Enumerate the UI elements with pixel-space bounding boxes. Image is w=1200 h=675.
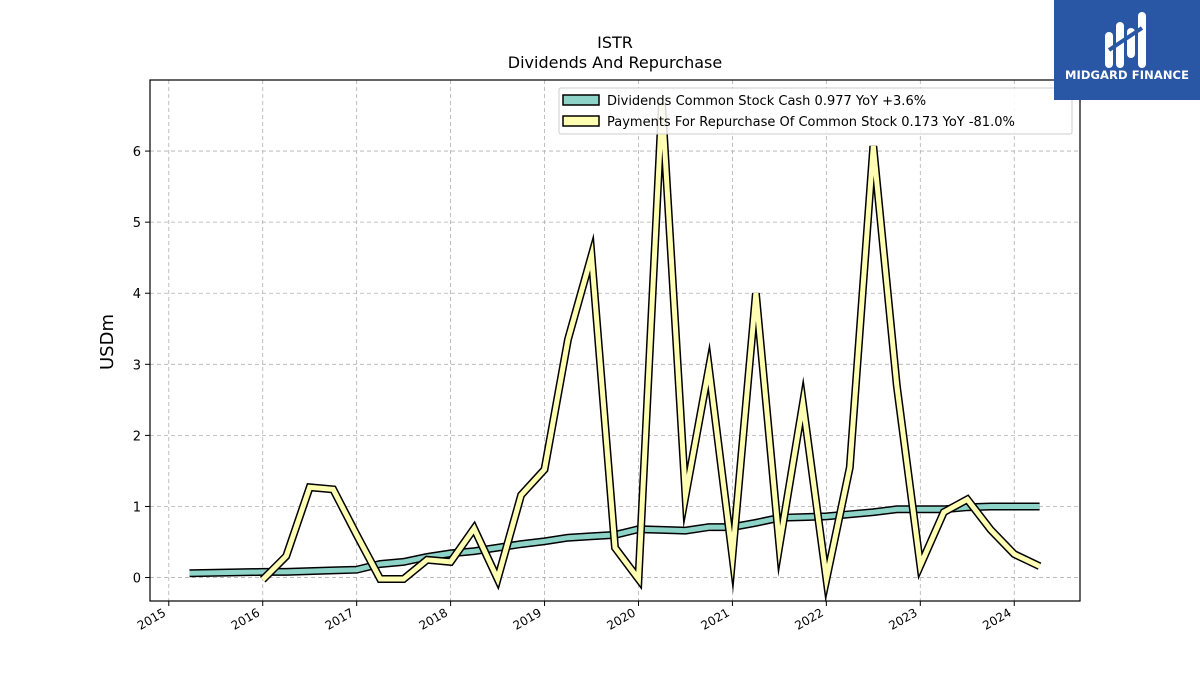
y-tick-label: 6: [133, 145, 141, 160]
x-tick-label: 2020: [605, 605, 638, 632]
x-tick-label: 2023: [886, 605, 919, 632]
chart-title: ISTR: [597, 33, 633, 52]
y-tick-label: 5: [133, 216, 141, 231]
legend-label: Dividends Common Stock Cash 0.977 YoY +3…: [607, 94, 926, 109]
x-tick-label: 2021: [698, 605, 731, 632]
series-layer: [189, 102, 1042, 603]
x-tick-label: 2022: [792, 605, 825, 632]
y-tick-label: 1: [133, 500, 141, 515]
brand-logo: MIDGARD FINANCE: [1054, 0, 1200, 100]
x-tick-label: 2018: [417, 605, 450, 632]
legend-swatch: [562, 94, 600, 106]
x-tick-label: 2017: [323, 605, 356, 632]
plot-area: [149, 79, 1081, 602]
x-tick-label: 2024: [980, 605, 1013, 632]
x-tick-label: 2019: [511, 605, 544, 632]
x-tick-label: 2015: [135, 605, 168, 632]
y-tick-label: 2: [133, 429, 141, 444]
midgard-logo-icon: [1105, 12, 1146, 68]
legend-swatch: [562, 115, 600, 127]
y-axis-label: USDm: [97, 314, 118, 370]
brand-name: MIDGARD FINANCE: [1064, 68, 1190, 82]
series-2: [259, 102, 1042, 603]
series-line: [260, 102, 1041, 594]
chart-subtitle: Dividends And Repurchase: [508, 53, 722, 72]
legend: Dividends Common Stock Cash 0.977 YoY +3…: [558, 87, 1073, 135]
y-tick-label: 3: [133, 358, 141, 373]
legend-label: Payments For Repurchase Of Common Stock …: [607, 115, 1015, 130]
y-tick-label: 4: [133, 287, 141, 302]
y-tick-label: 0: [133, 572, 141, 587]
x-tick-label: 2016: [229, 605, 262, 632]
legend-box: [558, 87, 1073, 135]
